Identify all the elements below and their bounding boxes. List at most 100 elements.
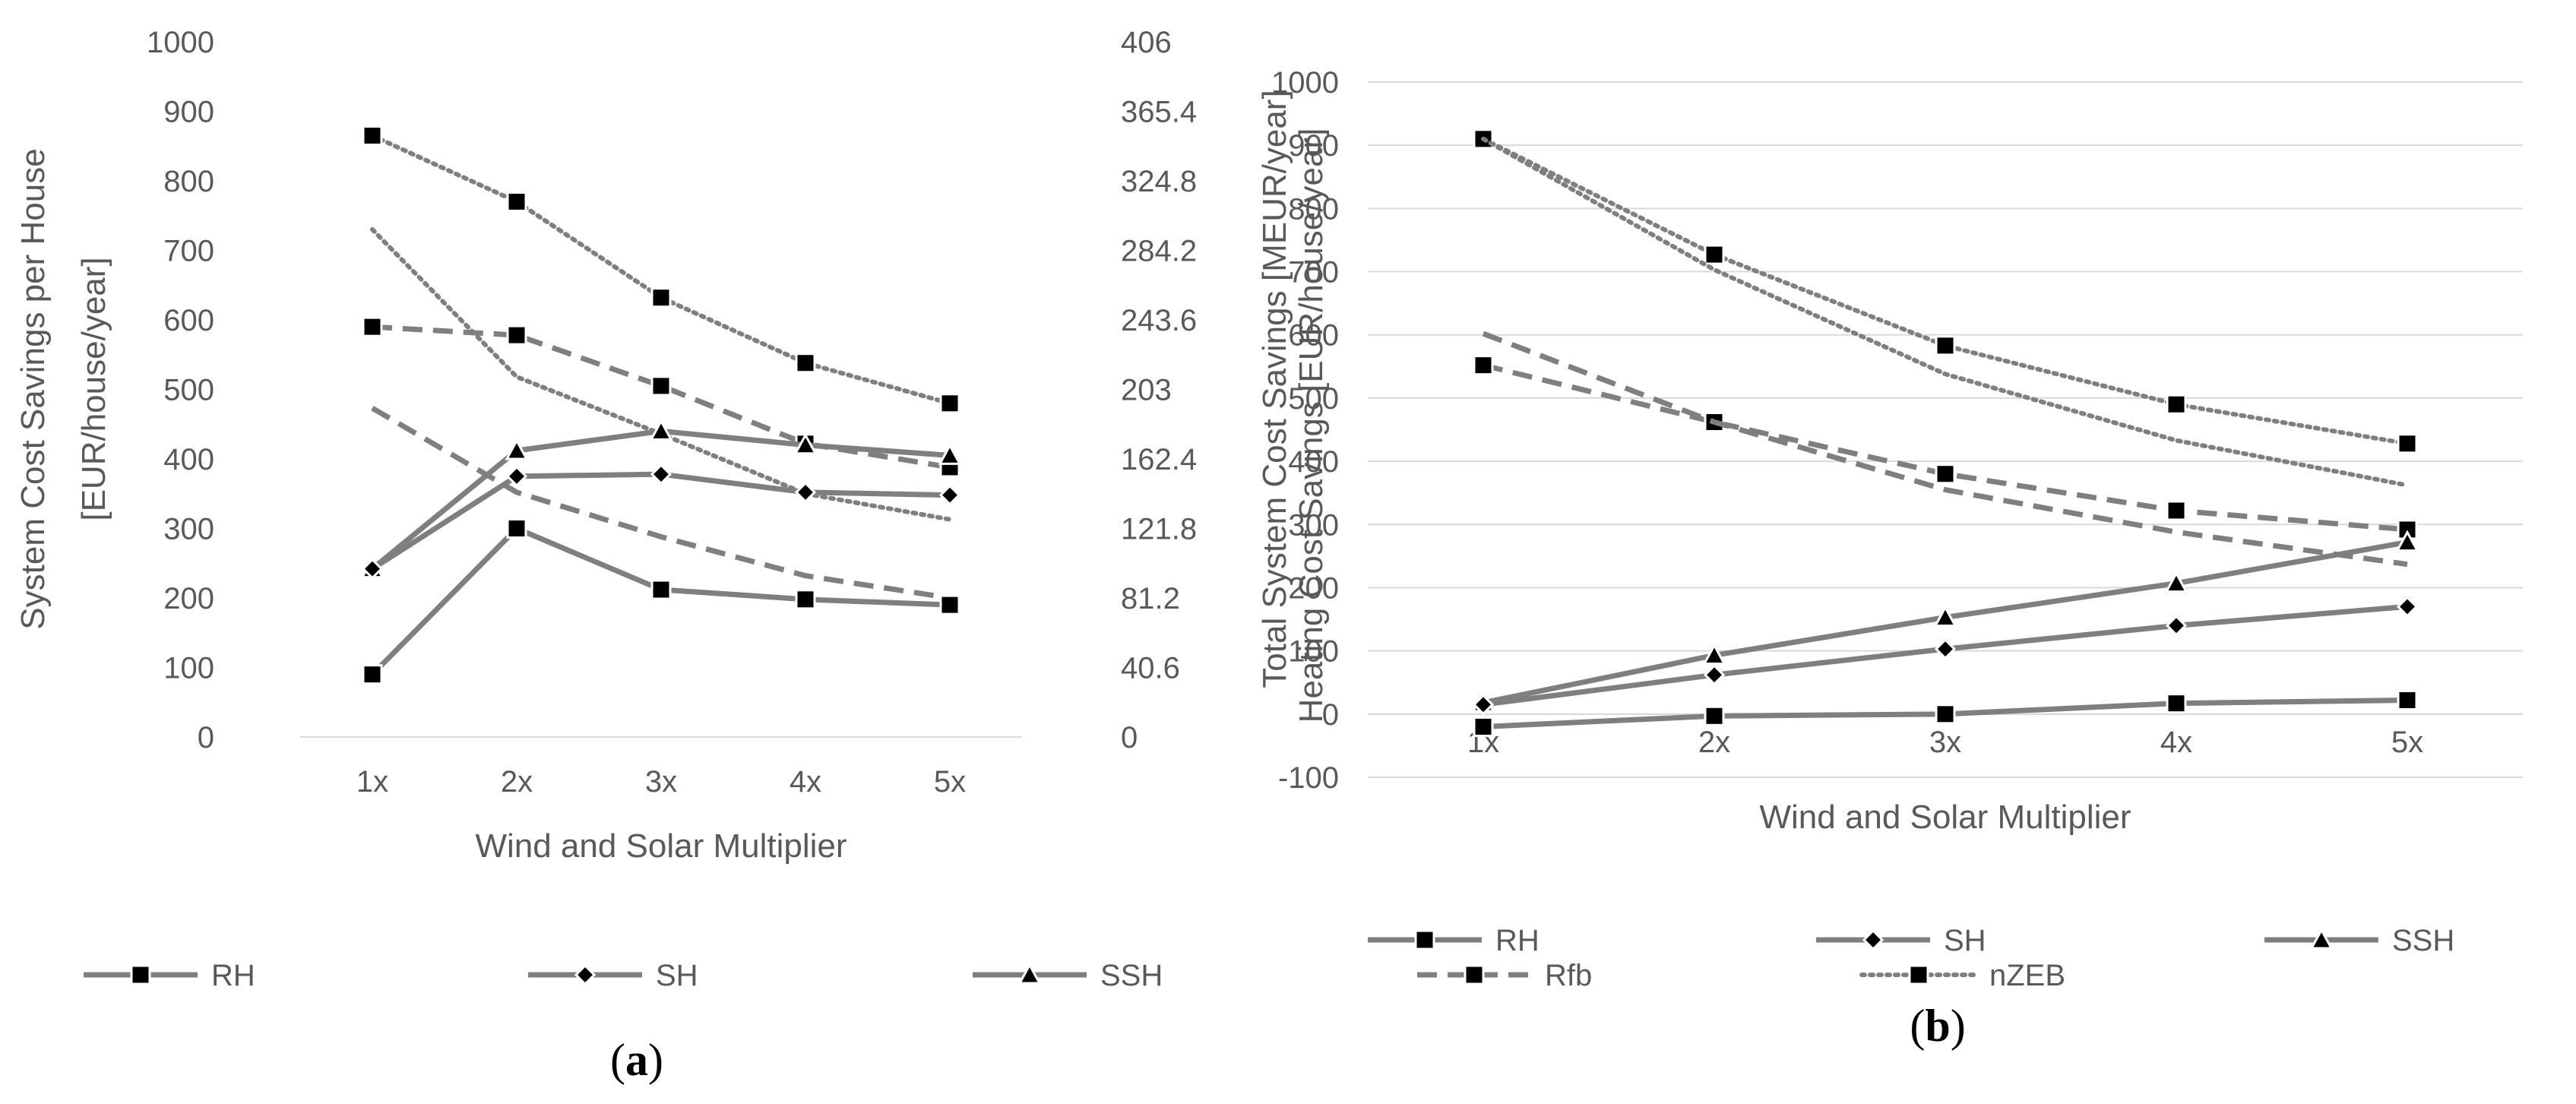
panel-a-series-ssh-point xyxy=(649,419,673,441)
panel-a-y-tick-label: 100 xyxy=(163,652,214,685)
panel-a-y-tick-label: 300 xyxy=(163,513,214,546)
panel-b-series-nzeb xyxy=(1473,128,2418,454)
panel-b-x-tick-label: 2x xyxy=(1698,726,1730,759)
panel-a-legend-marker xyxy=(1464,964,1485,985)
panel-a-y-tick-label: 700 xyxy=(163,235,214,268)
panel-b-x-axis-title: Wind and Solar Multiplier xyxy=(1759,799,2131,836)
panel-a-series-rfb-point xyxy=(506,324,527,346)
panel-a-series-rh-point xyxy=(506,518,527,539)
panel-a-series-sh-point xyxy=(938,484,961,506)
panel-b-series-nzeb-point xyxy=(2397,433,2418,454)
panel-b-series-ssh xyxy=(1471,530,2419,713)
panel-a-series-rfb-point xyxy=(650,375,672,397)
panel-b-series-rfb-line xyxy=(1483,362,2408,533)
panel-a-series-ssh xyxy=(360,419,962,579)
panel-b-x-tick-label: 5x xyxy=(2391,726,2423,759)
panel-a-y2-tick-label: 81.2 xyxy=(1121,582,1180,615)
panel-b-series-rfb-point xyxy=(2166,500,2187,521)
panel-b-series-sh-point xyxy=(2165,615,2188,637)
panel-a-series-rh-point xyxy=(795,589,816,610)
panel-a-y2-tick-label: 324.8 xyxy=(1121,165,1197,198)
panel-a-y2-tick-label: 121.8 xyxy=(1121,513,1197,546)
panel-a-legend-label: RH xyxy=(211,959,255,992)
panel-a-series-sh-line xyxy=(371,471,951,571)
panel-a-y2-axis-title: Total System Cost Savings [MEUR/year] xyxy=(1256,90,1293,688)
panel-a-y-tick-label: 900 xyxy=(163,96,214,129)
panel-a-chart: 01002003004005006007008009001000040.681.… xyxy=(14,26,2065,1085)
panel-b-series-nzeb-point xyxy=(1935,335,1956,356)
panel-b-series-nzeb-unmarked xyxy=(1481,136,2410,488)
panel-a-legend-marker xyxy=(130,964,151,985)
panel-b-legend-label: RH xyxy=(1495,924,1540,957)
panel-b-series-rh-point xyxy=(1473,716,1494,737)
panel-b-legend-item-ssh: SSH xyxy=(2264,924,2454,957)
panel-b-series-rfb-unmarked xyxy=(1482,331,2408,568)
panel-a-series-rh-point xyxy=(650,579,672,600)
panel-a-y2-tick-label: 162.4 xyxy=(1121,443,1197,476)
panel-a-legend-item-nzeb: nZEB xyxy=(1859,959,2065,992)
panel-a-series-nzeb-line xyxy=(370,133,952,406)
panel-b-series-nzeb-point xyxy=(2166,394,2187,415)
panel-a-y-tick-label: 1000 xyxy=(147,26,214,59)
panel-a-x-tick-label: 2x xyxy=(501,765,533,799)
panel-b-y-tick-label: 600 xyxy=(1288,319,1339,353)
panel-b-legend-label: SSH xyxy=(2392,924,2454,957)
panel-b-series-layer xyxy=(1471,128,2419,737)
panel-a-x-tick-label: 4x xyxy=(790,765,821,799)
panel-a-series-ssh-line xyxy=(370,428,951,571)
panel-a-legend-item-sh: SH xyxy=(528,959,698,992)
panel-a-series-rh-point xyxy=(939,594,960,615)
panel-a-series-rh-line xyxy=(370,526,951,677)
panel-a-series-rfb-unmarked-line xyxy=(371,406,951,601)
panel-a-y-tick-label: 400 xyxy=(163,443,214,476)
panel-b-y-tick-label: 200 xyxy=(1288,571,1339,605)
panel-b-series-ssh-point xyxy=(2164,571,2188,593)
panel-b-legend-item-sh: SH xyxy=(1816,924,1986,957)
panel-b-series-rh-point xyxy=(2397,690,2418,711)
panel-a-series-nzeb-point xyxy=(650,287,672,308)
panel-a-x-tick-label: 1x xyxy=(356,765,388,799)
panel-b-series-nzeb-point xyxy=(1704,244,1725,265)
panel-a-series-rh xyxy=(362,518,960,685)
panel-a-series-nzeb xyxy=(362,125,960,414)
panel-a-series-nzeb-point xyxy=(506,191,527,212)
panel-b-y-tick-label: -100 xyxy=(1278,761,1339,795)
panel-a-series-sh xyxy=(361,463,961,580)
panel-b-series-rh-point xyxy=(1704,705,1725,726)
panel-a-series-ssh-point xyxy=(938,443,962,465)
panel-b-legend-item-rh: RH xyxy=(1368,924,1540,957)
panel-a-y2-tick-label: 203 xyxy=(1121,374,1172,407)
panel-b-x-tick-label: 3x xyxy=(1929,726,1961,759)
panel-b-series-rh-point xyxy=(2166,693,2187,714)
panel-a-legend: RH SH SSH Rfb nZEB xyxy=(84,959,2065,992)
panel-b-y-tick-label: 0 xyxy=(1322,698,1339,732)
panel-a-legend-label: nZEB xyxy=(1989,959,2065,992)
panel-a-y-tick-label: 0 xyxy=(198,721,214,754)
panel-a-y-tick-label: 500 xyxy=(163,374,214,407)
panel-a-series-sh-point xyxy=(361,558,384,580)
panel-a-legend-label: SSH xyxy=(1100,959,1163,992)
panel-b-series-nzeb-unmarked-line xyxy=(1481,136,2410,488)
panel-b-y-tick-label: 700 xyxy=(1288,256,1339,289)
panel-a-y2-tick-label: 243.6 xyxy=(1121,304,1197,337)
panel-a-series-nzeb-point xyxy=(795,353,816,374)
panel-b-series-rfb-unmarked-line xyxy=(1482,331,2408,568)
panel-b-x-tick-label: 4x xyxy=(2160,726,2192,759)
panel-a-y-tick-label: 800 xyxy=(163,165,214,198)
panel-b-y-tick-label: 800 xyxy=(1288,192,1339,226)
panel-a-series-ssh-point xyxy=(505,438,529,460)
panel-a-legend-marker xyxy=(574,963,597,986)
panel-b-legend-marker xyxy=(1414,929,1435,951)
panel-a-series-nzeb-point xyxy=(939,393,960,414)
panel-b-series-sh-point xyxy=(1472,694,1495,716)
panel-b-series-sh xyxy=(1472,596,2419,716)
panel-a-legend-item-ssh: SSH xyxy=(973,959,1163,992)
panel-b-series-ssh-point xyxy=(2395,530,2419,552)
panel-b-legend-marker xyxy=(2309,927,2334,950)
panel-b-y-axis-title: Heating Cost Savings [EUR/house/year] xyxy=(1293,128,1330,723)
panel-b-series-ssh-point xyxy=(1933,605,1957,628)
panel-b-y-tick-label: 300 xyxy=(1288,508,1339,542)
